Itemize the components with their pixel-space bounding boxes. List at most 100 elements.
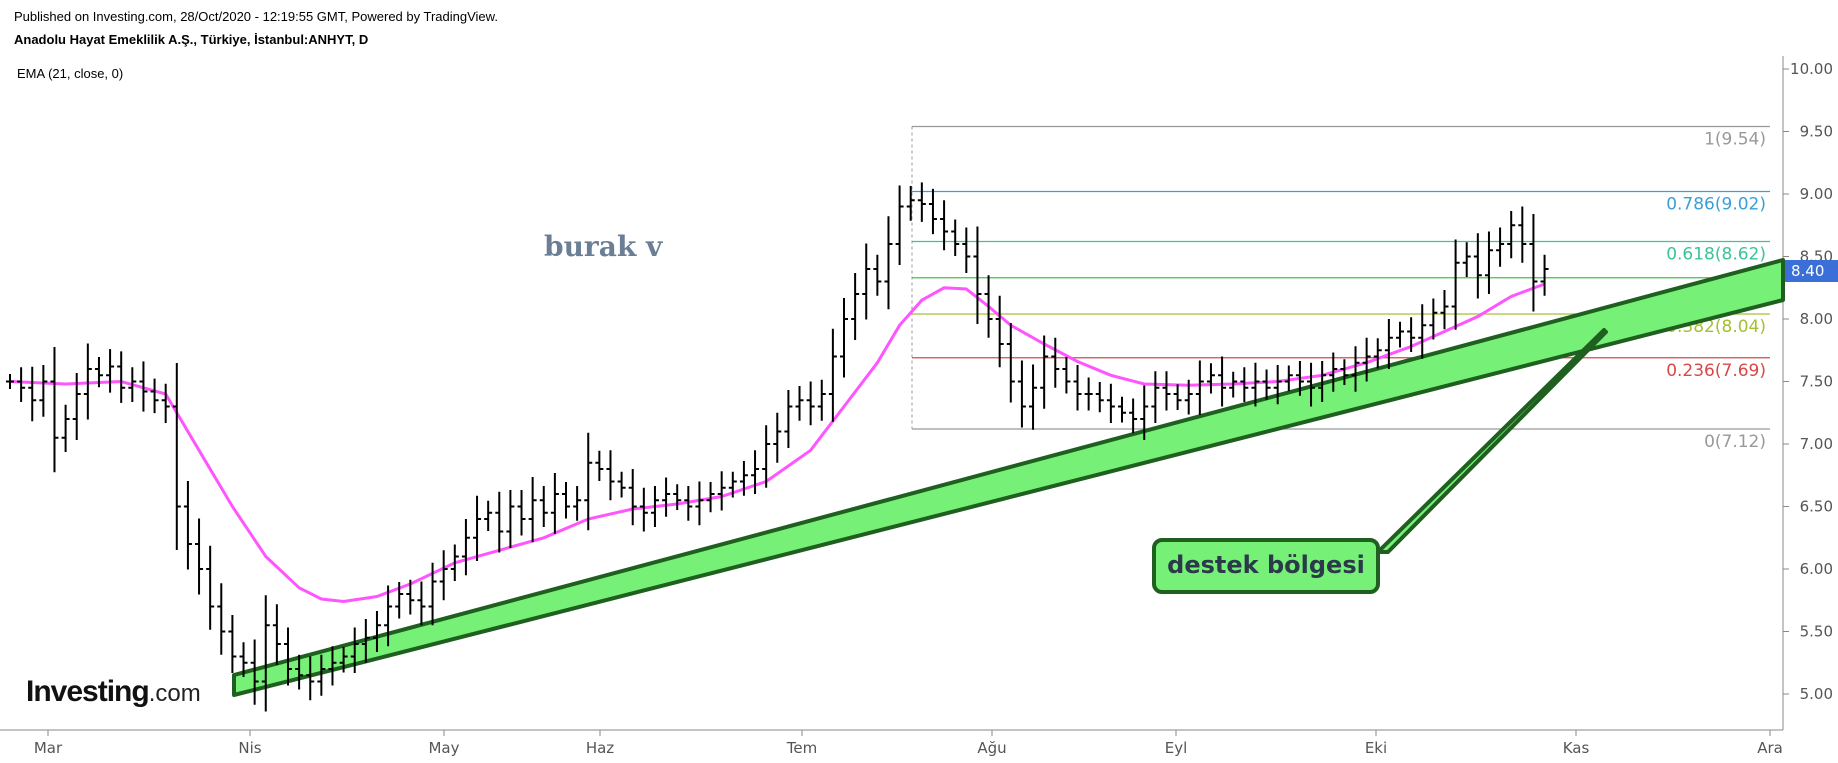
ohlc-bar xyxy=(1484,231,1493,294)
ohlc-bar xyxy=(395,582,404,619)
time-tick-label: Ağu xyxy=(977,739,1006,757)
price-axis: 10.009.509.008.508.007.507.006.506.005.5… xyxy=(1783,60,1833,703)
ohlc-bar xyxy=(817,379,826,421)
ohlc-bar xyxy=(417,581,426,626)
ohlc-bar xyxy=(328,646,337,686)
author-note: burak v xyxy=(544,230,663,263)
ohlc-bar xyxy=(973,226,982,324)
price-tick-label: 9.50 xyxy=(1800,123,1833,141)
ohlc-bar xyxy=(250,639,259,705)
ohlc-bar xyxy=(306,656,315,701)
callout-label: destek bölgesi xyxy=(1167,551,1365,579)
ohlc-bar xyxy=(72,373,81,440)
time-tick-label: Eki xyxy=(1365,739,1387,757)
ohlc-bar xyxy=(895,185,904,265)
ohlc-bar xyxy=(728,471,737,498)
ohlc-bar xyxy=(1284,365,1293,392)
fib-level-label: 0.618(8.62) xyxy=(1666,245,1766,265)
ohlc-bar xyxy=(339,646,348,673)
callout-box[interactable] xyxy=(1152,538,1380,594)
price-tick-label: 7.00 xyxy=(1800,435,1833,453)
ohlc-bar xyxy=(1129,398,1138,434)
logo-suffix: .com xyxy=(148,680,201,707)
ohlc-bar xyxy=(928,188,937,235)
ohlc-bar xyxy=(1073,365,1082,411)
ohlc-bar xyxy=(1051,337,1060,388)
ohlc-bar xyxy=(406,579,415,615)
ohlc-bar xyxy=(361,619,370,663)
ohlc-bar xyxy=(1307,362,1316,407)
ohlc-bar xyxy=(739,461,748,496)
ohlc-bar xyxy=(1106,383,1115,423)
ohlc-bar xyxy=(1140,385,1149,440)
price-tick-label: 8.00 xyxy=(1800,310,1833,328)
ohlc-bar xyxy=(1173,384,1182,410)
ohlc-bar xyxy=(1362,337,1371,382)
ohlc-bar xyxy=(228,615,237,673)
ohlc-bar xyxy=(1507,211,1516,259)
ohlc-bar xyxy=(1251,362,1260,407)
ohlc-bar xyxy=(784,390,793,448)
time-tick-label: Eyl xyxy=(1165,739,1188,757)
ohlc-bar xyxy=(506,490,515,548)
ohlc-bar xyxy=(673,484,682,510)
ohlc-bar xyxy=(1062,357,1071,394)
ohlc-bar xyxy=(795,386,804,421)
investing-logo: Investing.com xyxy=(26,675,201,709)
ohlc-bar xyxy=(128,367,137,402)
ohlc-bar xyxy=(83,343,92,420)
ohlc-bar xyxy=(584,432,593,531)
ohlc-bar xyxy=(751,450,760,494)
ohlc-bar xyxy=(495,491,504,553)
ohlc-bar xyxy=(962,227,971,273)
ohlc-bar xyxy=(350,627,359,673)
ohlc-bar xyxy=(117,351,126,403)
ohlc-bar xyxy=(1184,379,1193,415)
ohlc-bar xyxy=(984,275,993,338)
ohlc-bar xyxy=(295,654,304,690)
ohlc-bar xyxy=(862,243,871,320)
ohlc-bar xyxy=(1340,359,1349,385)
last-price-value: 8.40 xyxy=(1791,262,1824,280)
ohlc-bar xyxy=(461,519,470,576)
ohlc-bar xyxy=(1151,371,1160,423)
ohlc-bar xyxy=(217,583,226,655)
ohlc-bar xyxy=(628,469,637,526)
callout-pointer xyxy=(1376,328,1608,554)
ohlc-bars xyxy=(6,182,1549,712)
ohlc-bar xyxy=(50,347,59,473)
ohlc-bar xyxy=(6,374,14,389)
ohlc-bar xyxy=(183,481,192,570)
ohlc-bar xyxy=(17,367,26,402)
ohlc-bar xyxy=(1029,364,1038,430)
ohlc-bar xyxy=(951,219,960,256)
ohlc-bar xyxy=(840,298,848,378)
ohlc-bar xyxy=(906,186,915,221)
ohlc-bar xyxy=(372,611,381,652)
price-tick-label: 10.00 xyxy=(1790,60,1833,78)
ohlc-bar xyxy=(650,486,659,527)
ohlc-bar xyxy=(150,378,159,414)
price-tick-label: 5.50 xyxy=(1800,623,1833,641)
ohlc-bar xyxy=(450,544,459,581)
ohlc-bar xyxy=(272,604,281,665)
ohlc-bar xyxy=(1529,214,1538,312)
ohlc-bar xyxy=(94,357,103,388)
ohlc-bar xyxy=(1440,290,1449,330)
ohlc-bar xyxy=(261,595,270,712)
ohlc-bar xyxy=(1451,239,1460,330)
ohlc-bar xyxy=(851,273,860,340)
ohlc-bar xyxy=(317,654,326,696)
ohlc-bar xyxy=(917,182,926,222)
ohlc-bar xyxy=(662,477,671,517)
published-note: Published on Investing.com, 28/Oct/2020 … xyxy=(14,9,498,24)
ohlc-bar xyxy=(1017,360,1026,428)
ohlc-bar xyxy=(384,585,393,647)
ohlc-bar xyxy=(239,642,248,677)
time-tick-label: Tem xyxy=(786,739,817,757)
ohlc-bar xyxy=(1351,346,1360,392)
time-tick-label: Haz xyxy=(586,739,614,757)
ohlc-bar xyxy=(1273,365,1282,405)
ohlc-bar xyxy=(195,518,204,595)
